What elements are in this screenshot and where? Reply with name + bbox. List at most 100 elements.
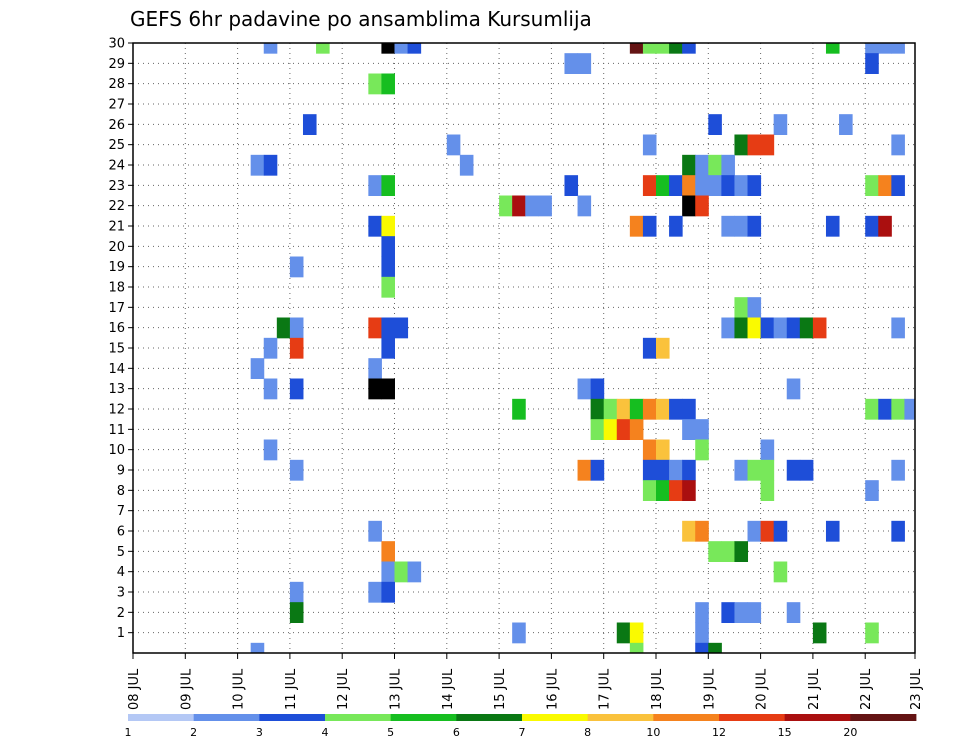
y-tick-label: 17 — [108, 301, 125, 316]
colorbar-swatch — [784, 714, 851, 721]
heatmap-cell — [381, 378, 395, 400]
heatmap-cell — [656, 337, 670, 359]
heatmap-cell — [669, 43, 683, 54]
heatmap-cell — [760, 317, 775, 339]
heatmap-cell — [878, 43, 892, 54]
heatmap-cell — [734, 175, 749, 196]
colorbar-label: 8 — [584, 726, 591, 739]
y-tick-label: 1 — [117, 626, 125, 641]
heatmap-cell — [316, 43, 330, 54]
heatmap-cell — [747, 215, 762, 237]
heatmap-cell — [616, 622, 631, 644]
heatmap-cell — [656, 398, 670, 420]
heatmap-cell — [760, 439, 775, 461]
heatmap-cell — [446, 134, 461, 156]
heatmap-cell — [682, 43, 696, 54]
x-tick-label: 20 JUL — [755, 668, 770, 710]
heatmap-cell — [394, 561, 409, 583]
y-tick-label: 8 — [117, 484, 125, 499]
heatmap-cell — [250, 154, 265, 176]
heatmap-cell — [381, 317, 395, 339]
colorbar-swatch — [325, 714, 392, 721]
heatmap-cell — [512, 195, 526, 217]
heatmap-cell — [708, 175, 722, 196]
y-tick-label: 23 — [108, 179, 125, 194]
heatmap-cell — [289, 317, 304, 339]
heatmap-cell — [642, 459, 657, 481]
colorbar-swatch — [850, 714, 917, 721]
y-tick-label: 14 — [108, 362, 125, 377]
heatmap-cell — [786, 317, 801, 339]
heatmap-cell — [799, 459, 814, 481]
heatmap-cell — [289, 459, 304, 481]
heatmap-cell — [381, 337, 395, 359]
heatmap-cell — [721, 154, 735, 176]
heatmap-cell — [695, 195, 709, 217]
colorbar-label: 5 — [387, 726, 394, 739]
heatmap-cell — [381, 215, 395, 237]
colorbar-swatch — [193, 714, 260, 721]
heatmap-cell — [381, 236, 395, 257]
heatmap-cell — [682, 195, 696, 217]
colorbar-label: 12 — [712, 726, 726, 739]
heatmap-cell — [263, 378, 278, 400]
x-tick-label: 18 JUL — [650, 668, 665, 710]
colorbar-label: 3 — [256, 726, 263, 739]
heatmap-cell — [629, 215, 644, 237]
heatmap-cell — [904, 398, 915, 420]
heatmap-cell — [825, 215, 840, 237]
heatmap-cell — [695, 439, 709, 461]
heatmap-cell — [682, 480, 696, 501]
y-tick-label: 20 — [108, 240, 125, 255]
colorbar-label: 10 — [646, 726, 660, 739]
heatmap-cell — [747, 602, 762, 623]
heatmap-cell — [760, 480, 775, 501]
y-tick-label: 30 — [108, 37, 125, 52]
heatmap-cell — [629, 419, 644, 440]
y-tick-label: 27 — [108, 98, 125, 113]
heatmap-cell — [721, 175, 735, 196]
heatmap-cell — [773, 114, 788, 135]
heatmap-cell — [381, 561, 395, 583]
heatmap-cell — [642, 337, 657, 359]
y-tick-label: 7 — [117, 504, 125, 519]
heatmap-cell — [656, 439, 670, 461]
heatmap-cell — [682, 419, 696, 440]
heatmap-cell — [394, 317, 409, 339]
heatmap-cell — [708, 541, 722, 562]
heatmap-cell — [512, 398, 526, 420]
colorbar-label: 6 — [453, 726, 460, 739]
heatmap-cell — [865, 215, 879, 237]
x-tick-label: 13 JUL — [389, 668, 404, 710]
y-tick-label: 18 — [108, 281, 125, 296]
heatmap-cell — [734, 317, 749, 339]
heatmap-cell — [825, 43, 840, 54]
heatmap-cell — [603, 419, 618, 440]
y-tick-label: 13 — [108, 382, 125, 397]
colorbar-swatch — [259, 714, 326, 721]
y-tick-label: 21 — [108, 220, 125, 235]
heatmap-cell — [799, 317, 814, 339]
heatmap-cell — [695, 154, 709, 176]
heatmap-cell — [250, 642, 265, 653]
heatmap-cell — [773, 520, 788, 542]
heatmap-cell — [381, 73, 395, 95]
heatmap-cell — [695, 642, 709, 653]
x-tick-label: 15 JUL — [493, 668, 508, 710]
y-tick-label: 16 — [108, 321, 125, 336]
heatmap-cell — [590, 419, 605, 440]
heatmap-cell — [656, 175, 670, 196]
heatmap-cell — [368, 378, 382, 400]
heatmap-cell — [381, 175, 395, 196]
heatmap-cell — [577, 378, 592, 400]
x-tick-label: 11 JUL — [284, 668, 299, 710]
heatmap-cell — [760, 520, 775, 542]
heatmap-cell — [603, 398, 618, 420]
y-tick-label: 26 — [108, 118, 125, 133]
y-tick-label: 24 — [108, 159, 125, 174]
colorbar-swatch — [390, 714, 457, 721]
heatmap-cell — [368, 358, 382, 379]
y-tick-label: 22 — [108, 199, 125, 214]
heatmap-cell — [865, 43, 879, 54]
